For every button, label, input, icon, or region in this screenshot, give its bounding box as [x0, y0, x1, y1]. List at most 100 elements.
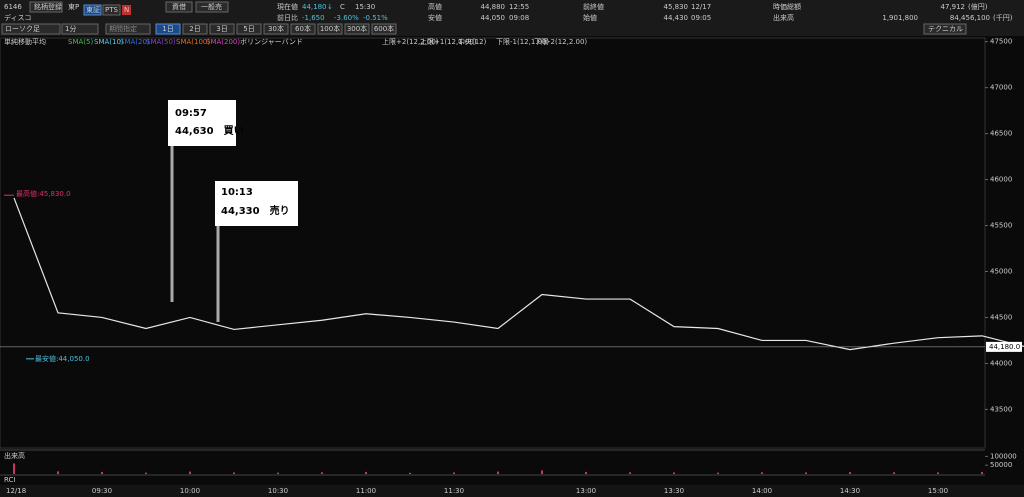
value: 44,050	[481, 14, 506, 22]
range-button[interactable]	[344, 23, 370, 35]
volume-bar	[717, 472, 719, 474]
x-tick-label: 10:00	[180, 487, 200, 495]
annotation-box	[168, 100, 236, 146]
label: 前日比	[277, 13, 298, 22]
volume-bar	[321, 472, 323, 474]
range-button[interactable]	[317, 23, 343, 35]
y-tick-label: 43500	[990, 405, 1012, 413]
time: 09:05	[691, 14, 711, 22]
legend-item: 上限+1(12,1.00)	[420, 37, 477, 46]
range-label[interactable]: 1日	[162, 25, 173, 33]
y-tick-label: 46000	[990, 176, 1012, 184]
range-label[interactable]: 100本	[320, 24, 340, 33]
range-button[interactable]	[290, 23, 316, 35]
range-label[interactable]: 600本	[374, 24, 394, 33]
time: 12:55	[509, 3, 529, 11]
range-label[interactable]: 5日	[243, 25, 254, 33]
annotation-time: 10:13	[221, 187, 253, 198]
x-tick-label: 14:30	[840, 487, 860, 495]
x-tick-label: 15:00	[928, 487, 948, 495]
legend-title: ボリンジャーバンド	[240, 38, 303, 46]
margin-button[interactable]	[165, 1, 193, 13]
volume-bar	[849, 472, 851, 474]
range-button[interactable]	[371, 23, 397, 35]
legend-item: SMA(20)	[120, 38, 150, 46]
chart-type[interactable]: ローソク足	[5, 25, 40, 33]
pts-button[interactable]	[102, 4, 121, 16]
register[interactable]: 銘柄登録	[34, 2, 62, 11]
volume-bar	[13, 463, 15, 474]
range-button[interactable]	[182, 23, 208, 35]
volume-bar	[937, 472, 939, 474]
range-label[interactable]: 300本	[347, 24, 367, 33]
y-tick-label: 100000	[990, 452, 1017, 460]
period-select[interactable]	[105, 23, 151, 35]
value: 45,830	[664, 3, 689, 11]
last-price-box	[986, 341, 1022, 352]
technical[interactable]: テクニカル	[928, 25, 963, 33]
volume-bar	[145, 472, 147, 474]
annotation: 09:57 44,630 買い 10:13 44,330 売り	[168, 100, 298, 322]
interval-select[interactable]	[61, 23, 99, 35]
margin[interactable]: 資借	[172, 2, 186, 11]
time: 15:30	[355, 3, 375, 11]
x-tick-label: 14:00	[752, 487, 772, 495]
annotation-time: 09:57	[175, 108, 207, 119]
pts[interactable]: PTS	[105, 6, 118, 14]
range-label[interactable]: 30本	[268, 24, 284, 33]
close-flag: C	[340, 3, 345, 11]
value: 47,912	[941, 3, 966, 11]
annotation-text: 44,630 買い	[175, 125, 244, 137]
label: 時価総額	[773, 2, 801, 11]
unit: (千円)	[993, 13, 1013, 22]
plot-frame	[0, 37, 986, 449]
label: 出来高	[773, 13, 794, 22]
volume-bar	[497, 471, 499, 474]
news-button[interactable]	[122, 5, 131, 15]
exchange-button[interactable]	[83, 4, 102, 16]
volume-bar	[277, 472, 279, 474]
range-button[interactable]	[236, 23, 262, 35]
range-label[interactable]: 60本	[295, 24, 311, 33]
register-button[interactable]	[29, 1, 63, 13]
stock-name: ディスコ	[4, 13, 32, 22]
legend-title: 単純移動平均	[4, 37, 46, 46]
x-tick-label: 12/18	[6, 487, 26, 495]
range-label[interactable]: 2日	[189, 25, 200, 33]
price-line	[13, 197, 1024, 351]
value: 84,456,100	[950, 14, 990, 22]
interval[interactable]: 1分	[65, 24, 76, 33]
range-button[interactable]	[263, 23, 289, 35]
code: 6146	[4, 3, 22, 11]
value: 44,880	[481, 3, 506, 11]
price: 44,180	[302, 3, 327, 11]
range-button[interactable]	[209, 23, 235, 35]
volume-bar	[57, 471, 59, 474]
x-tick-label: 11:00	[356, 487, 376, 495]
technical-button[interactable]	[923, 23, 967, 35]
period[interactable]: 期間指定	[109, 24, 137, 33]
legend-item: SMA(5)	[68, 38, 93, 46]
volume-bar	[189, 471, 191, 474]
news[interactable]: N	[124, 6, 129, 14]
annotation-box	[215, 181, 298, 226]
y-tick-label: 47000	[990, 84, 1012, 92]
general-button[interactable]	[195, 1, 229, 13]
range-buttons: 1日 2日 3日 5日 30本 60本 100本 300本 600本	[155, 23, 397, 35]
legend-item: 上限+2(12,2.00)	[382, 37, 439, 46]
annotation-text: 44,330 売り	[221, 204, 290, 217]
chart-type-select[interactable]	[1, 23, 61, 35]
high-label: 最高値:45,830.0	[16, 189, 71, 198]
low-label: 最安値:44,050.0	[35, 354, 90, 363]
range-label[interactable]: 3日	[216, 25, 227, 33]
volume-bar	[233, 472, 235, 474]
range-button[interactable]	[155, 23, 181, 35]
legend-item: SMA(50)	[146, 38, 176, 46]
exchange[interactable]: 東証	[86, 5, 100, 14]
time-axis	[0, 485, 1024, 497]
general[interactable]: 一般売	[201, 2, 222, 11]
x-tick-label: 13:00	[576, 487, 596, 495]
arrow: ↓	[327, 3, 333, 11]
volume-title: 出来高	[4, 451, 25, 460]
volume-bar	[805, 472, 807, 474]
